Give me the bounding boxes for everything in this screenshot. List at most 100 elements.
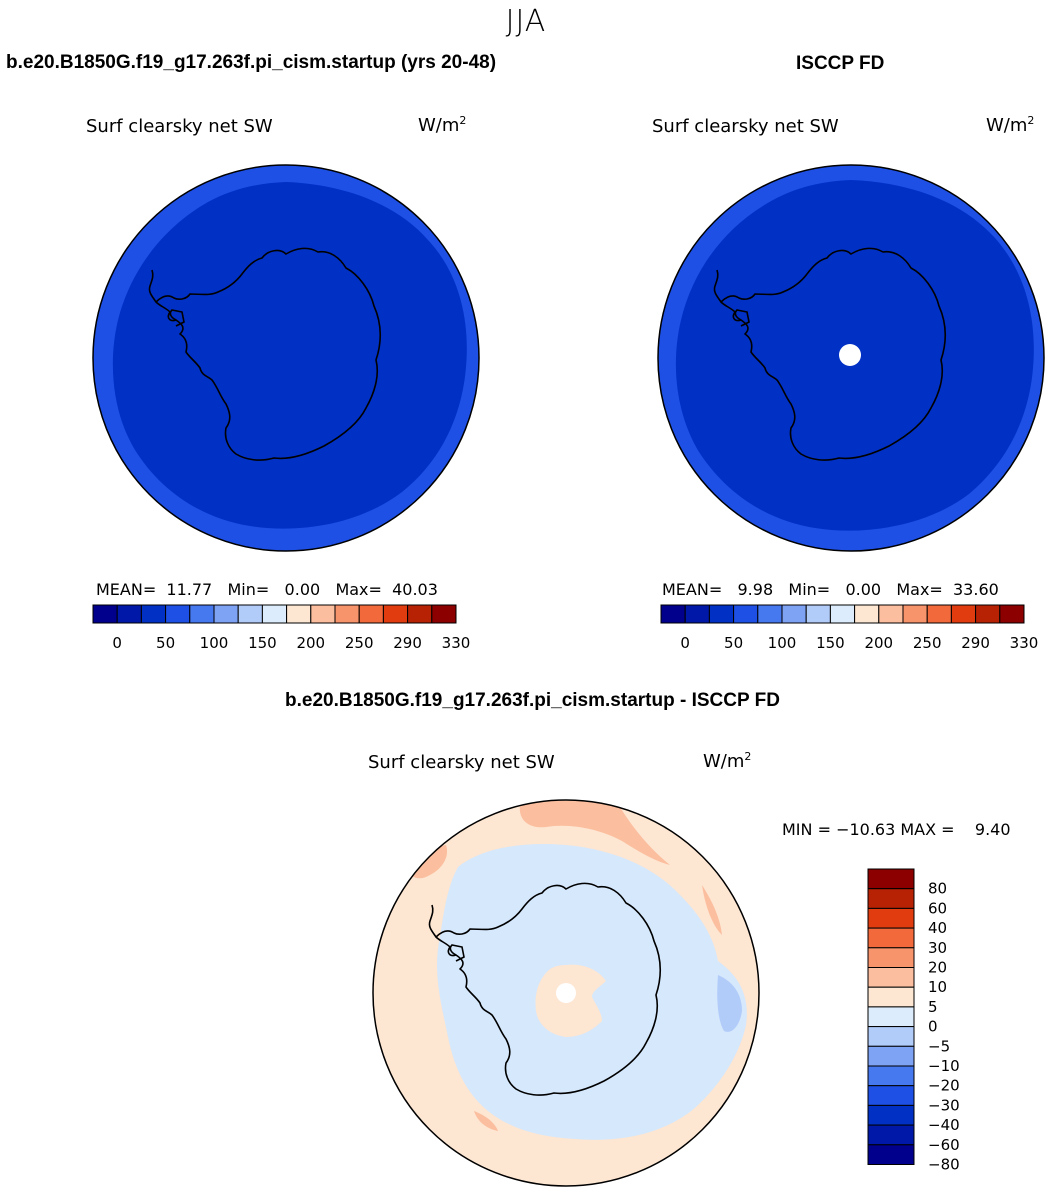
panel2-min: 0.00 xyxy=(845,580,882,599)
panel1-max: 40.03 xyxy=(392,580,438,599)
panel3-mid-blue-patch xyxy=(717,975,742,1032)
panel3-salmon-patch-bottom xyxy=(474,1111,498,1131)
panel2-mean: 9.98 xyxy=(737,580,774,599)
vcolorbar-label-3: 30 xyxy=(928,939,947,957)
hcolorbar-box-2-4 xyxy=(757,604,783,624)
hcolorbar-box-2-5 xyxy=(781,604,807,624)
panel1-min-label: Min= xyxy=(227,580,270,599)
panel1-polar-map xyxy=(92,164,480,552)
vcolorbar-label-14: −80 xyxy=(928,1156,960,1174)
panel2-colorbar: 0 50 100 150 200 250 290 330 xyxy=(660,604,1038,652)
vcolorbar-box-2 xyxy=(867,907,915,929)
vcolorbar-label-1: 60 xyxy=(928,899,947,917)
vcolorbar-label-5: 10 xyxy=(928,978,947,996)
hcolorbar-box-2-6 xyxy=(805,604,831,624)
vcolorbar-box-0 xyxy=(867,868,915,890)
vcolorbar-label-12: −40 xyxy=(928,1116,960,1134)
hcolorbar-label-2-4: 200 xyxy=(864,634,893,652)
hcolorbar-label-2-1: 50 xyxy=(724,634,743,652)
hcolorbar-label-1-0: 0 xyxy=(112,634,122,652)
vcolorbar-box-8 xyxy=(867,1026,915,1047)
panel3-peninsula xyxy=(428,904,465,962)
panel1-max-label: Max= xyxy=(335,580,382,599)
hcolorbar-box-2-9 xyxy=(878,604,904,624)
vcolorbar-box-11 xyxy=(867,1085,915,1106)
panel2-units-base: W/m xyxy=(986,115,1028,136)
vcolorbar-label-4: 20 xyxy=(928,959,947,977)
panel1-mean: 11.77 xyxy=(166,580,213,599)
panel3-variable: Surf clearsky net SW xyxy=(368,752,555,773)
hcolorbar-box-1-9 xyxy=(310,604,336,624)
panel2-units: W/m2 xyxy=(986,114,1034,136)
vcolorbar-box-14 xyxy=(867,1144,915,1165)
hcolorbar-box-1-3 xyxy=(165,604,191,624)
hcolorbar-box-2-2 xyxy=(708,604,735,624)
hcolorbar-box-2-13 xyxy=(975,604,1001,624)
panel1-deep-region xyxy=(112,182,467,529)
panel3-units: W/m2 xyxy=(703,750,751,772)
hcolorbar-box-2-3 xyxy=(733,604,759,624)
panel1-title: b.e20.B1850G.f19_g17.263f.pi_cism.startu… xyxy=(6,52,497,73)
hcolorbar-box-1-14 xyxy=(431,604,457,624)
panel3-salmon-patch-right xyxy=(702,885,722,935)
panel1-variable: Surf clearsky net SW xyxy=(86,116,273,137)
vcolorbar-label-13: −60 xyxy=(928,1136,960,1154)
panel2-stats: MEAN= 9.98 Min= 0.00 Max= 33.60 xyxy=(662,580,999,599)
hcolorbar-label-1-4: 200 xyxy=(296,634,325,652)
vcolorbar-box-7 xyxy=(867,1006,915,1028)
hcolorbar-box-2-14 xyxy=(999,604,1025,624)
vcolorbar-label-2: 40 xyxy=(928,919,947,937)
panel2-min-label: Min= xyxy=(788,580,831,599)
hcolorbar-box-1-7 xyxy=(261,604,288,624)
vcolorbar-box-4 xyxy=(867,947,915,969)
panel2-polar-map xyxy=(657,164,1045,552)
hcolorbar-box-1-4 xyxy=(189,604,215,624)
hcolorbar-box-2-10 xyxy=(902,604,928,624)
season-title: JJA xyxy=(505,4,547,39)
panel1-units: W/m2 xyxy=(418,114,466,136)
hcolorbar-box-1-11 xyxy=(358,604,384,624)
panel2-variable: Surf clearsky net SW xyxy=(652,116,839,137)
panel1-peninsula xyxy=(148,269,185,327)
hcolorbar-label-2-6: 290 xyxy=(961,634,990,652)
panel3-pole-missing-data xyxy=(556,983,576,1003)
hcolorbar-box-1-10 xyxy=(334,604,360,624)
vcolorbar-label-8: −5 xyxy=(928,1037,950,1055)
panel1-min: 0.00 xyxy=(284,580,321,599)
vcolorbar-box-6 xyxy=(867,986,915,1008)
vcolorbar-label-11: −30 xyxy=(928,1096,960,1114)
panel1-antarctica-coastline xyxy=(155,247,382,461)
hcolorbar-label-2-5: 250 xyxy=(913,634,942,652)
panel1-colorbar: 0 50 100 150 200 250 290 330 xyxy=(92,604,470,652)
vcolorbar-box-3 xyxy=(867,927,915,949)
hcolorbar-box-1-6 xyxy=(237,604,263,624)
hcolorbar-label-1-6: 290 xyxy=(393,634,422,652)
vcolorbar-box-5 xyxy=(867,967,915,988)
hcolorbar-label-1-5: 250 xyxy=(345,634,374,652)
panel2-max-label: Max= xyxy=(896,580,943,599)
panel2-map-border xyxy=(657,164,1045,552)
hcolorbar-label-1-2: 100 xyxy=(200,634,229,652)
hcolorbar-box-2-7 xyxy=(829,604,856,624)
panel1-mean-label: MEAN= xyxy=(96,580,157,599)
panel2-peninsula xyxy=(713,269,750,327)
hcolorbar-box-2-1 xyxy=(684,604,710,624)
vcolorbar-box-9 xyxy=(867,1045,915,1067)
panel1-stats: MEAN= 11.77 Min= 0.00 Max= 40.03 xyxy=(96,580,438,599)
hcolorbar-label-2-3: 150 xyxy=(816,634,845,652)
panel2-mean-label: MEAN= xyxy=(662,580,723,599)
vcolorbar-box-13 xyxy=(867,1124,915,1146)
hcolorbar-box-1-12 xyxy=(382,604,409,624)
hcolorbar-box-1-2 xyxy=(140,604,167,624)
vcolorbar-label-6: 5 xyxy=(928,998,938,1016)
vcolorbar-label-9: −10 xyxy=(928,1057,960,1075)
vcolorbar-box-10 xyxy=(867,1065,915,1087)
panel2-units-exp: 2 xyxy=(1027,114,1035,127)
hcolorbar-box-1-0 xyxy=(92,604,118,624)
panel2-title: ISCCP FD xyxy=(796,53,885,74)
vcolorbar-box-1 xyxy=(867,888,915,909)
panel3-minmax: MIN = −10.63 MAX = 9.40 xyxy=(782,820,1011,839)
hcolorbar-box-2-11 xyxy=(926,604,952,624)
hcolorbar-label-2-0: 0 xyxy=(680,634,690,652)
